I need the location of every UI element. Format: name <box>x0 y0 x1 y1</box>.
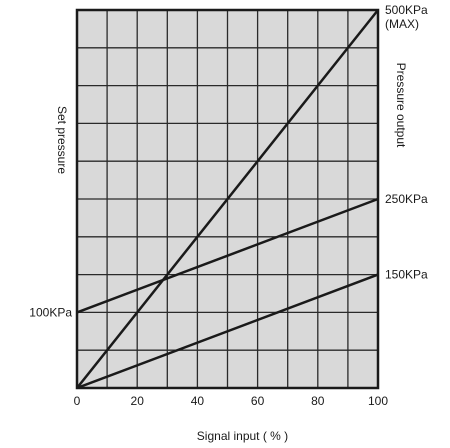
x-tick-label: 80 <box>311 394 325 408</box>
series-lines <box>76 9 379 390</box>
right-pressure-label: 250KPa <box>385 192 428 206</box>
x-tick-label: 60 <box>251 394 265 408</box>
right-pressure-label: 500KPa <box>385 3 428 17</box>
left-axis-title: Set pressure <box>55 106 69 174</box>
x-tick-label: 40 <box>191 394 205 408</box>
x-axis-title: Signal input ( % ) <box>197 429 288 443</box>
x-tick-label: 20 <box>131 394 145 408</box>
right-axis-title: Pressure output <box>394 63 408 148</box>
right-pressure-label: 150KPa <box>385 268 428 282</box>
right-pressure-sublabel: (MAX) <box>385 17 419 31</box>
series-line-1 <box>76 9 379 389</box>
left-pressure-label: 100KPa <box>29 305 72 319</box>
series-line-2 <box>76 197 379 314</box>
series-line-3 <box>76 273 379 390</box>
x-tick-label: 0 <box>74 394 81 408</box>
x-tick-label: 100 <box>368 394 388 408</box>
labels: 0 20 40 60 80 100 Signal input ( % ) Set pressu… <box>29 3 428 443</box>
